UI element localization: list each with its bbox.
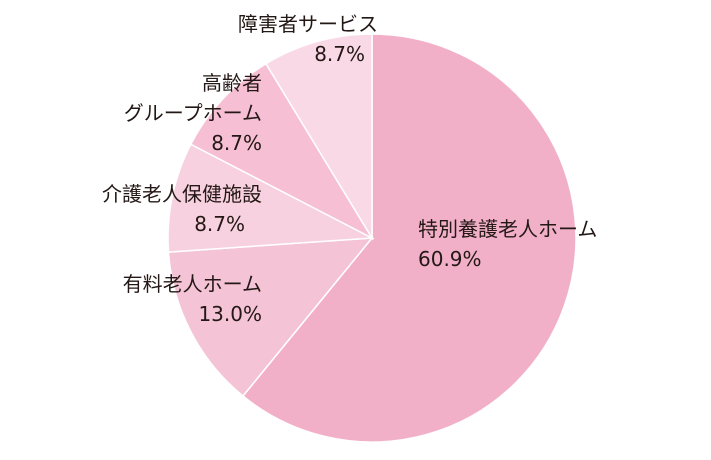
slice-category-label: 有料老人ホーム [123, 272, 262, 296]
slice-value-label: 13.0% [198, 302, 262, 326]
slice-category-label: グループホーム [124, 101, 262, 125]
slice-category-label: 特別養護老人ホーム [418, 217, 597, 241]
slice-labels: 特別養護老人ホーム 60.9% 有料老人ホーム 13.0% 介護老人保健施設 8.7% 高齢… [102, 12, 597, 326]
pie-slice [241, 33, 577, 443]
slice-value-label: 8.7% [194, 212, 245, 236]
pie-slice [189, 62, 375, 240]
slice-value-label: 8.7% [314, 42, 365, 66]
slice-category-label: 障害者サービス [238, 12, 378, 36]
pie-slice [167, 237, 374, 398]
slice-value-label: 8.7% [211, 131, 262, 155]
pie-slice [264, 33, 373, 241]
slice-category-label: 高齢者 [202, 71, 262, 95]
slice-category-label: 介護老人保健施設 [102, 182, 262, 206]
pie-slices [167, 33, 577, 443]
pie-slice [167, 143, 375, 253]
slice-value-label: 60.9% [418, 247, 482, 271]
